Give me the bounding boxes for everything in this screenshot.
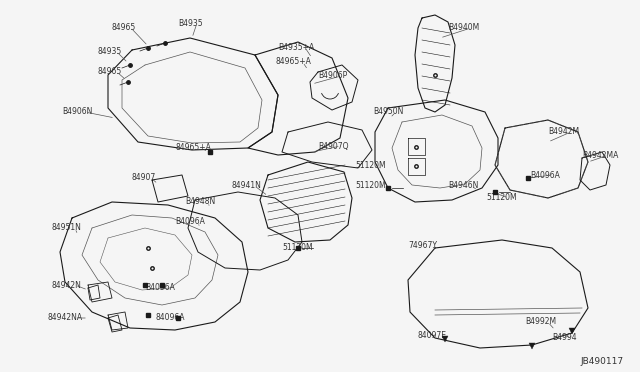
Text: 84965: 84965: [98, 67, 122, 77]
Text: 51120M: 51120M: [486, 193, 516, 202]
Text: 84942N: 84942N: [52, 280, 82, 289]
Polygon shape: [442, 336, 448, 342]
Text: 84951N: 84951N: [52, 224, 82, 232]
Text: 84907: 84907: [132, 173, 156, 183]
Text: 74967Y: 74967Y: [408, 241, 437, 250]
Text: 84941N: 84941N: [232, 182, 262, 190]
Text: B4906N: B4906N: [62, 108, 92, 116]
Text: 84935: 84935: [98, 48, 122, 57]
Text: JB490117: JB490117: [580, 357, 623, 366]
Text: B4096A: B4096A: [175, 218, 205, 227]
Text: B4942MA: B4942MA: [582, 151, 618, 160]
Text: B4935+A: B4935+A: [278, 42, 314, 51]
Text: 84096A: 84096A: [155, 314, 184, 323]
Text: B4906P: B4906P: [318, 71, 348, 80]
Text: B4935: B4935: [178, 19, 203, 28]
Text: 84942NA: 84942NA: [48, 314, 83, 323]
Text: B4946N: B4946N: [448, 182, 478, 190]
Text: B4942M: B4942M: [548, 128, 579, 137]
Text: 51120M: 51120M: [355, 182, 386, 190]
Text: 51120M: 51120M: [355, 161, 386, 170]
Text: B4992M: B4992M: [525, 317, 556, 327]
Polygon shape: [569, 328, 575, 334]
Text: B4948N: B4948N: [185, 198, 215, 206]
Text: B4907Q: B4907Q: [318, 141, 349, 151]
Text: B4940M: B4940M: [448, 23, 479, 32]
Text: 84965: 84965: [112, 23, 136, 32]
Text: B4096A: B4096A: [530, 170, 560, 180]
Text: B4096A: B4096A: [145, 283, 175, 292]
Text: B4950N: B4950N: [373, 108, 403, 116]
Polygon shape: [529, 343, 535, 349]
Text: 84965+A: 84965+A: [175, 144, 211, 153]
Text: B4994: B4994: [552, 334, 577, 343]
Text: 84097E: 84097E: [418, 331, 447, 340]
Text: 51120M: 51120M: [282, 244, 312, 253]
Text: 84965+A: 84965+A: [276, 58, 312, 67]
